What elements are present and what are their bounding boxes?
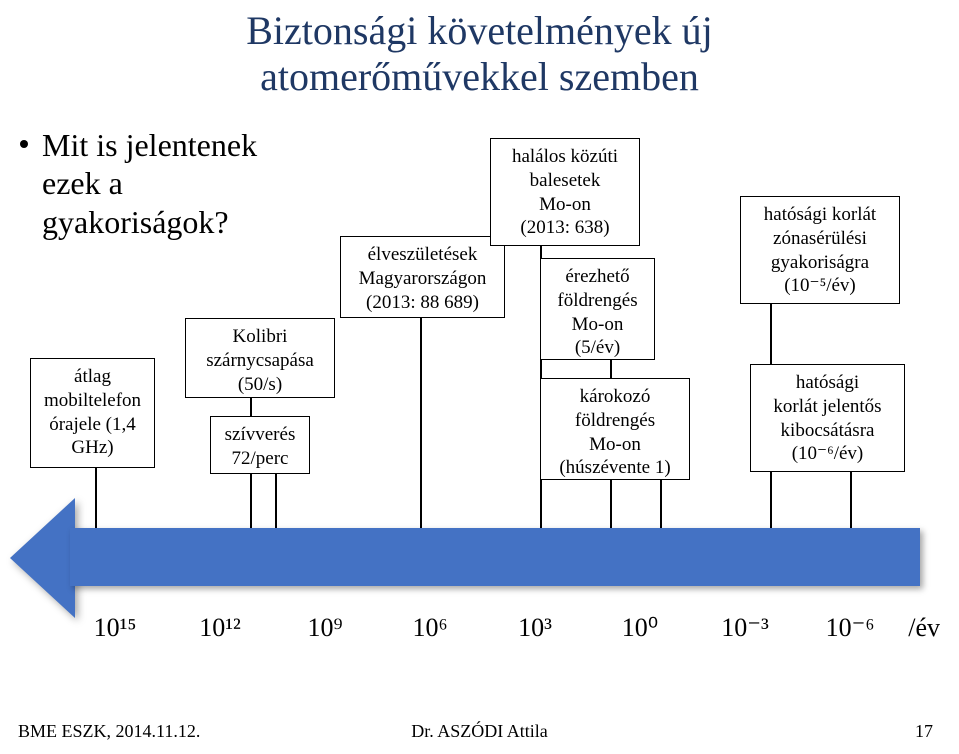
axis-unit: /év (908, 613, 940, 643)
slide: Biztonsági követelmények új atomerőművek… (0, 8, 959, 754)
callout-halalos: halálos közútibalesetekMo-on(2013: 638) (490, 138, 640, 246)
callout-kolibri: Kolibriszárnycsapása(50/s) (185, 318, 335, 398)
title-line-2: atomerőművekkel szemben (260, 54, 699, 99)
axis-tick: 10¹⁵ (94, 613, 137, 643)
title-line-1: Biztonsági követelmények új (246, 8, 713, 53)
callout-karokozo: károkozóföldrengésMo-on(húszévente 1) (540, 378, 690, 480)
arrow-head-icon (10, 498, 75, 618)
callout-mobil: átlagmobiltelefonórajele (1,4GHz) (30, 358, 155, 468)
axis-tick: 10⁰ (622, 613, 658, 643)
bullet-dot-icon (20, 140, 28, 148)
axis-tick: 10³ (518, 613, 552, 643)
callout-erezheto: érezhetőföldrengésMo-on(5/év) (540, 258, 655, 360)
axis-tick: 10⁻⁶ (826, 613, 875, 643)
bullet-block: Mit is jelentenek ezek a gyakoriságok? (20, 126, 320, 241)
footer-left: BME ESZK, 2014.11.12. (18, 721, 200, 742)
bullet-text: Mit is jelentenek ezek a gyakoriságok? (42, 126, 302, 241)
connector-line (420, 318, 422, 528)
axis-tick: 10¹² (199, 613, 241, 643)
callout-elveszuletesek: élveszületésekMagyarországon(2013: 88 68… (340, 236, 505, 318)
callout-hatosagi_kibocs: hatóságikorlát jelentőskibocsátásra(10⁻⁶… (750, 364, 905, 472)
callout-szivveres: szívverés72/perc (210, 416, 310, 474)
arrow-body (70, 528, 920, 586)
axis-tick: 10⁹ (307, 613, 342, 643)
axis-arrow (20, 498, 920, 598)
slide-title: Biztonsági követelmények új atomerőművek… (0, 8, 959, 100)
footer-right: 17 (915, 721, 933, 742)
axis-tick: 10⁶ (412, 613, 447, 643)
callout-hatosagi_zona: hatósági korlátzónasérülésigyakoriságra(… (740, 196, 900, 304)
footer-center: Dr. ASZÓDI Attila (411, 721, 548, 742)
axis-tick: 10⁻³ (721, 613, 769, 643)
